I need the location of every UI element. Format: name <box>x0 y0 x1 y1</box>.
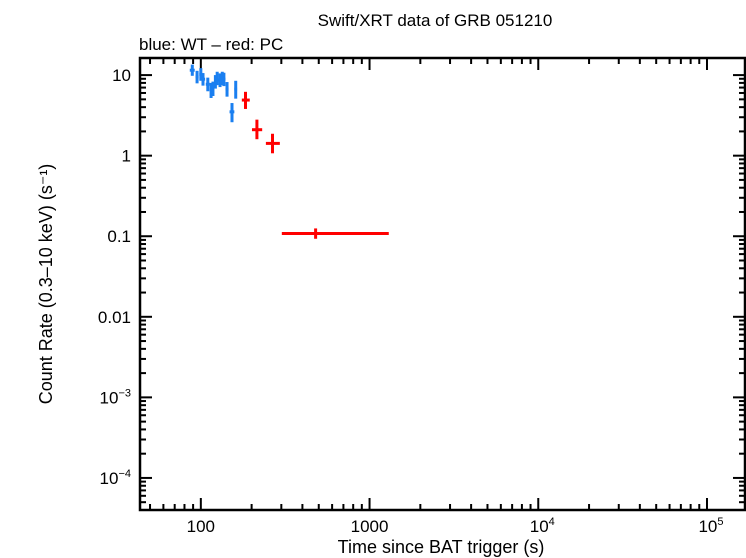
y-tick-label: 0.1 <box>107 227 131 246</box>
y-tick-label: 10−3 <box>100 387 131 407</box>
data-point-wt <box>195 70 199 84</box>
data-point-wt <box>215 71 219 86</box>
data-point-pc <box>281 228 389 239</box>
data-point-pc <box>241 91 250 109</box>
data-point-wt <box>211 81 215 97</box>
y-tick-label: 10 <box>112 66 131 85</box>
chart-subtitle: blue: WT – red: PC <box>139 35 283 54</box>
data-point-wt <box>189 64 195 76</box>
x-axis-label: Time since BAT trigger (s) <box>338 537 545 557</box>
x-tick-label: 104 <box>530 516 555 536</box>
data-point-wt <box>225 82 229 97</box>
data-point-wt <box>229 103 235 123</box>
data-point-wt <box>222 72 226 87</box>
data-point-wt <box>234 80 238 99</box>
axes: 100 1000 104 105 10 1 0.1 0.01 10−3 10−4 <box>98 58 745 536</box>
x-tick-label: 105 <box>698 516 723 536</box>
y-tick-label: 0.01 <box>98 308 131 327</box>
chart-title: Swift/XRT data of GRB 051210 <box>318 11 553 30</box>
data-point-wt <box>201 73 206 86</box>
x-tick-label: 100 <box>187 517 215 536</box>
y-axis-label: Count Rate (0.3–10 keV) (s⁻¹) <box>36 164 56 405</box>
data-marks <box>189 64 389 239</box>
data-point-pc <box>251 119 263 140</box>
y-tick-label: 10−4 <box>100 468 131 488</box>
data-point-pc <box>265 133 280 154</box>
data-point-wt <box>205 77 210 92</box>
y-tick-label: 1 <box>122 147 131 166</box>
x-tick-label: 1000 <box>351 517 389 536</box>
plot-frame <box>138 56 746 512</box>
